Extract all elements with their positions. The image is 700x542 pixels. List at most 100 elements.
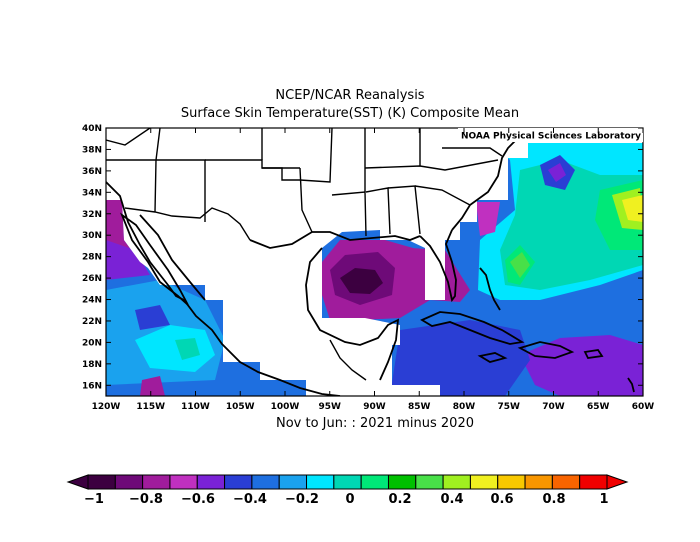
state-border-17 [106, 128, 151, 146]
lat-tick-label: 32N [82, 210, 102, 220]
lat-tick-label: 38N [82, 145, 102, 155]
colorbar-tick-label: 0.2 [388, 492, 411, 507]
lat-tick-label: 20N [82, 338, 102, 348]
colorbar-cell [442, 474, 471, 490]
colorbar-cell [142, 474, 171, 490]
atlantic-coast-us [451, 139, 517, 231]
lon-tick-label: 115W [136, 402, 165, 412]
colorbar-tick-label: −0.4 [233, 492, 267, 507]
colorbar-cell [114, 474, 144, 490]
hispaniola-outline [517, 341, 575, 359]
colorbar-cell [387, 474, 417, 490]
colorbar-tick-label: 0.6 [490, 492, 513, 507]
lon-tick-label: 100W [271, 402, 300, 412]
lat-tick-label: 40N [82, 124, 102, 134]
lon-tick-label: 75W [498, 402, 521, 412]
antilles-outline [627, 377, 635, 393]
lon-tick-label: 80W [453, 402, 476, 412]
colorbar-cell [306, 474, 335, 490]
pacific-blue-zone [135, 305, 170, 330]
central-america-border [329, 339, 367, 381]
colorbar-left-arrow [66, 474, 89, 490]
pacific-purple-south [140, 376, 165, 396]
colorbar-cell [87, 474, 116, 490]
colorbar-tick-label: −0.2 [285, 492, 319, 507]
atlantic-lightgreen-zone [510, 252, 530, 278]
colorbar-tick-label: 0.4 [440, 492, 463, 507]
state-border-12 [364, 159, 499, 171]
lon-tick-label: 60W [632, 402, 655, 412]
colorbar-cell [169, 474, 198, 490]
chart-subtitle: Surface Skin Temperature(SST) (K) Compos… [180, 106, 520, 121]
colorbar-cell [196, 474, 226, 490]
state-border-5 [299, 167, 313, 233]
puerto-rico-outline [583, 349, 604, 359]
colorbar-labels: −1 −0.8 −0.6 −0.4 −0.2 0 0.2 0.4 0.6 0.8 1 [84, 492, 609, 507]
colorbar-cell [224, 474, 253, 490]
pacific-purple-zone [106, 240, 150, 280]
lat-tick-label: 28N [82, 253, 102, 263]
gulf-coast-mexico [305, 247, 400, 381]
cuba-outline [420, 311, 525, 345]
chart-title: NCEP/NCAR Reanalysis [275, 88, 425, 103]
florida-coast [419, 229, 457, 303]
colorbar-cell [551, 474, 581, 490]
gulf-of-california-coast [139, 214, 206, 301]
ocean-field [106, 128, 643, 396]
longitude-labels: 120W 115W 110W 105W 100W 95W 90W 85W 80W 75W 70W 65… [92, 402, 655, 412]
colorbar-tick-label: 0 [345, 492, 354, 507]
colorbar-tick-label: 0.8 [542, 492, 565, 507]
lat-tick-label: 36N [82, 167, 102, 177]
lat-tick-label: 18N [82, 360, 102, 370]
colorbar-cell [497, 474, 526, 490]
baja-peninsula [120, 212, 189, 306]
colorbar-tick-label: −1 [84, 492, 104, 507]
colorbar-cell [469, 474, 499, 490]
gulf-dark-zone [340, 268, 383, 294]
period-label: Nov to Jun: : 2021 minus 2020 [276, 416, 474, 431]
caribbean-blue-zone [390, 320, 530, 396]
pacific-cyan-zone [135, 325, 215, 372]
bahamas-outline [479, 267, 501, 311]
colorbar-cell [415, 474, 444, 490]
colorbar: −1 −0.8 −0.6 −0.4 −0.2 0 0.2 0.4 0.6 0.8 1 [66, 474, 629, 507]
state-border-6 [262, 167, 300, 181]
land-mask [106, 128, 643, 396]
florida-mask [425, 248, 445, 300]
lat-tick-label: 16N [82, 381, 102, 391]
colorbar-tick-label: −0.8 [129, 492, 163, 507]
watermark-box [458, 128, 643, 142]
lon-tick-label: 105W [226, 402, 255, 412]
cuba-mask [392, 385, 440, 396]
lon-tick-label: 65W [587, 402, 610, 412]
colorbar-cell [524, 474, 553, 490]
atlantic-violet-spot [548, 163, 566, 182]
state-border-15 [442, 147, 503, 157]
colorbar-cell [360, 474, 389, 490]
lat-tick-label: 30N [82, 231, 102, 241]
gulf-coast-us [249, 231, 421, 249]
lon-tick-label: 95W [319, 402, 342, 412]
lon-tick-label: 110W [181, 402, 210, 412]
state-border-7 [299, 128, 333, 183]
colorbar-cell [579, 474, 608, 490]
lon-tick-label: 85W [408, 402, 431, 412]
state-border-11 [414, 185, 471, 206]
colorbar-cell [333, 474, 362, 490]
pacific-teal-spot [175, 338, 200, 360]
coastlines [106, 139, 635, 396]
us-mexico-border [124, 207, 251, 241]
atlantic-cyan-top [590, 140, 643, 175]
colorbar-cell [278, 474, 308, 490]
lon-tick-label: 90W [363, 402, 386, 412]
colorbar-cells [87, 474, 608, 490]
jamaica-outline [477, 352, 508, 363]
pacific-coastline [106, 181, 341, 396]
axis-ticks [105, 127, 644, 396]
latitude-labels: 40N 38N 36N 34N 32N 30N 28N 26N 24N 22N 20N 18N 16N [82, 124, 102, 391]
lat-tick-label: 34N [82, 188, 102, 198]
caribbean-purple-zone [520, 335, 643, 396]
atlantic-yellow-zone [622, 195, 643, 222]
bahamas-violet-zone [476, 202, 500, 236]
